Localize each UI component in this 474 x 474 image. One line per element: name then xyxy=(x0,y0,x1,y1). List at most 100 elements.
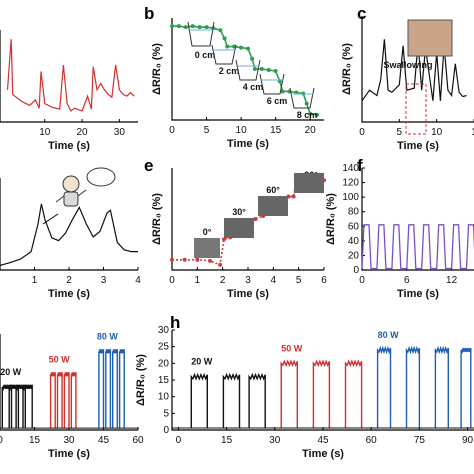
ylabel-e: ΔR/R₀ (%) xyxy=(151,193,163,245)
data-point-b-13 xyxy=(250,56,255,61)
beaker-icon xyxy=(211,44,237,65)
annotation-e-1: 30° xyxy=(232,207,246,217)
series-line-d xyxy=(0,203,138,266)
xtick-label-c-3: 1 xyxy=(471,127,474,138)
finger-photo-image xyxy=(294,173,324,193)
data-point-b-25 xyxy=(315,112,320,117)
axes-f xyxy=(361,168,474,271)
xtick-label-a-2: 30 xyxy=(114,127,126,138)
panel-label-h: h xyxy=(170,313,180,332)
ytick-label-f-4: 80 xyxy=(348,207,360,218)
series-line-b xyxy=(172,25,318,116)
ylabel-b: ΔR/R₀ (%) xyxy=(151,43,163,95)
axes-b xyxy=(171,18,324,121)
xtick-label-d-3: 4 xyxy=(135,275,141,286)
ytick-label-h-4: 20 xyxy=(158,358,170,369)
annotation-b-3: 6 cm xyxy=(267,96,288,106)
ytick-label-f-5: 100 xyxy=(342,192,359,203)
ylabel-f: ΔR/R₀ (%) xyxy=(325,193,337,245)
data-point-b-23 xyxy=(304,101,309,106)
cartoon-person-icon xyxy=(55,175,87,207)
annotation-b-4: 8 cm xyxy=(297,110,318,120)
xtick-label-d-0: 1 xyxy=(32,275,38,286)
series-line-h-2 xyxy=(376,345,472,428)
data-point-b-0 xyxy=(170,24,174,29)
xlabel-c: Time (s) xyxy=(397,140,439,152)
data-point-b-16 xyxy=(266,68,271,73)
data-point-b-5 xyxy=(204,25,209,30)
annotation-e-0: 0° xyxy=(203,227,212,237)
panel-label-c: c xyxy=(357,4,366,23)
xtick-label-g-4: 60 xyxy=(132,435,144,446)
data-point-b-22 xyxy=(301,91,306,96)
beaker-icon xyxy=(235,59,261,81)
xtick-label-f-0: 0 xyxy=(359,275,365,286)
data-point-b-2 xyxy=(183,25,188,30)
finger-photo-image xyxy=(194,238,220,258)
ytick-label-f-0: 0 xyxy=(353,265,359,276)
xtick-label-b-1: 5 xyxy=(204,125,210,136)
axes-d xyxy=(0,178,138,271)
series-label-h-1: 50 W xyxy=(281,343,303,353)
ytick-label-f-2: 40 xyxy=(348,236,360,247)
data-point-b-9 xyxy=(225,44,230,49)
xtick-label-a-1: 20 xyxy=(76,127,88,138)
throat-photo-image xyxy=(407,19,453,57)
data-point-b-4 xyxy=(197,25,202,30)
xtick-label-e-4: 4 xyxy=(271,275,277,286)
annotation-b-0: 0 cm xyxy=(195,50,216,60)
panel-label-e: e xyxy=(144,156,153,175)
series-line-g-1 xyxy=(49,372,77,429)
ytick-label-h-0: 0 xyxy=(163,425,169,436)
xtick-label-h-5: 75 xyxy=(414,435,426,446)
beaker-illustrations xyxy=(187,21,315,109)
data-point-b-24 xyxy=(308,111,313,116)
series-label-h-0: 20 W xyxy=(191,357,213,367)
series-label-g-1: 50 W xyxy=(49,354,71,364)
data-point-b-1 xyxy=(176,24,181,29)
xtick-label-e-3: 3 xyxy=(245,275,251,286)
data-point-e-4 xyxy=(218,262,223,267)
ytick-label-f-1: 20 xyxy=(348,250,360,261)
xtick-label-h-2: 30 xyxy=(269,435,281,446)
xtick-label-f-2: 12 xyxy=(446,275,458,286)
xlabel-g: Time (s) xyxy=(48,448,90,460)
series-line-a xyxy=(6,39,135,112)
data-point-b-7 xyxy=(218,28,223,33)
series-label-g-2: 80 W xyxy=(97,331,119,341)
xlabel-b: Time (s) xyxy=(227,138,269,150)
xlabel-h: Time (s) xyxy=(302,448,344,460)
xlabel-f: Time (s) xyxy=(397,288,439,300)
beaker-icon xyxy=(289,87,315,109)
xtick-label-h-4: 60 xyxy=(366,435,378,446)
xtick-label-h-3: 45 xyxy=(317,435,329,446)
xtick-label-g-0: 0 xyxy=(0,435,3,446)
data-point-e-3 xyxy=(208,258,212,263)
series-line-h-0 xyxy=(190,372,266,428)
xtick-label-e-0: 0 xyxy=(169,275,175,286)
annotation-e-2: 60° xyxy=(266,185,280,195)
xtick-label-d-1: 2 xyxy=(66,275,72,286)
xtick-label-c-2: 10 xyxy=(431,127,443,138)
data-point-e-16 xyxy=(291,194,296,199)
data-point-e-1 xyxy=(182,257,187,262)
speech-bubble-icon xyxy=(86,167,116,187)
xtick-label-h-6: 90 xyxy=(462,435,474,446)
axes-h xyxy=(171,330,474,431)
xlabel-e: Time (s) xyxy=(227,288,269,300)
annotation-c-0: Swallowing xyxy=(383,60,432,70)
ytick-label-h-6: 30 xyxy=(158,325,170,336)
annotation-b-1: 2 cm xyxy=(219,66,240,76)
data-point-b-11 xyxy=(239,45,244,50)
series-label-h-2: 80 W xyxy=(378,330,400,340)
ytick-label-h-1: 5 xyxy=(163,408,169,419)
data-point-b-14 xyxy=(252,67,257,71)
xtick-label-e-2: 2 xyxy=(220,275,226,286)
ytick-label-f-7: 140 xyxy=(342,163,359,174)
xtick-label-g-3: 45 xyxy=(98,435,110,446)
ytick-label-f-3: 60 xyxy=(348,221,360,232)
data-point-e-0 xyxy=(170,257,174,262)
series-line-c xyxy=(361,39,467,102)
xtick-label-b-0: 0 xyxy=(169,125,175,136)
